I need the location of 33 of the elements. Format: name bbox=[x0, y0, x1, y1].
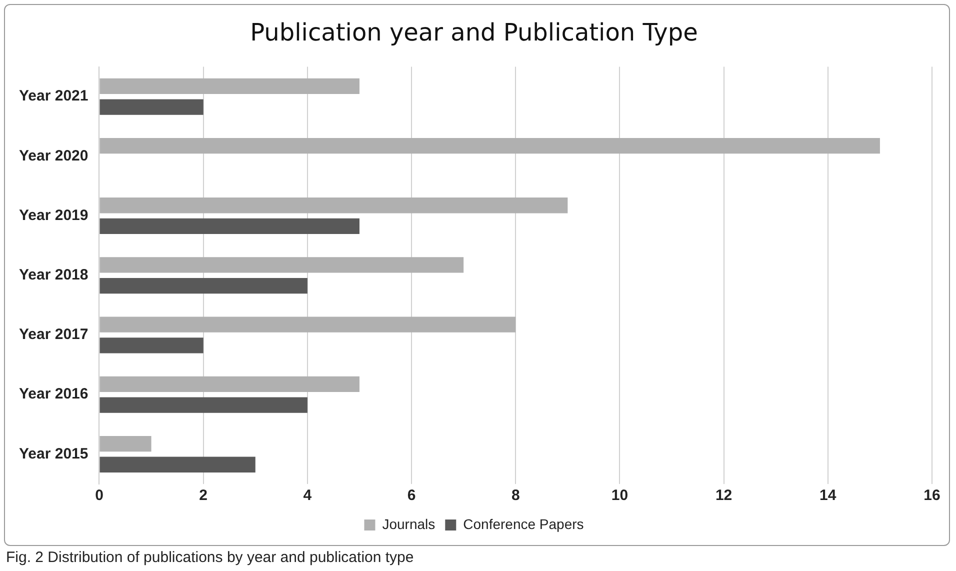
bar bbox=[100, 397, 308, 413]
bar bbox=[100, 99, 204, 115]
bar bbox=[100, 278, 308, 294]
legend-label: Conference Papers bbox=[463, 516, 584, 532]
bar bbox=[100, 198, 568, 214]
y-tick-label: Year 2017 bbox=[18, 326, 88, 344]
x-tick-label: 0 bbox=[95, 487, 104, 504]
x-tick-label: 14 bbox=[820, 487, 837, 504]
x-tick-label: 10 bbox=[611, 487, 628, 504]
x-tick-label: 4 bbox=[303, 487, 312, 504]
x-tick-label: 6 bbox=[407, 487, 416, 504]
x-tick-label: 2 bbox=[199, 487, 208, 504]
y-tick-label: Year 2018 bbox=[18, 266, 88, 284]
x-tick-label: 16 bbox=[924, 487, 940, 504]
bar bbox=[100, 138, 880, 154]
bar bbox=[100, 218, 360, 234]
x-tick-label: 8 bbox=[511, 487, 520, 504]
bar bbox=[100, 338, 204, 354]
bar bbox=[100, 456, 256, 472]
legend-label: Journals bbox=[382, 516, 436, 532]
bar bbox=[100, 436, 152, 452]
y-tick-label: Year 2015 bbox=[18, 445, 88, 462]
bar bbox=[100, 376, 360, 392]
bar bbox=[100, 316, 516, 332]
bar bbox=[100, 78, 360, 94]
x-tick-label: 12 bbox=[715, 487, 732, 504]
caption: Fig. 2 Distribution of publications by year and publication type bbox=[6, 549, 414, 566]
bar bbox=[100, 257, 464, 273]
y-tick-label: Year 2016 bbox=[18, 386, 88, 403]
chart-title: Publication year and Publication Type bbox=[250, 18, 698, 47]
y-tick-label: Year 2020 bbox=[18, 147, 88, 164]
y-tick-label: Year 2021 bbox=[18, 88, 88, 105]
y-tick-label: Year 2019 bbox=[18, 206, 88, 224]
